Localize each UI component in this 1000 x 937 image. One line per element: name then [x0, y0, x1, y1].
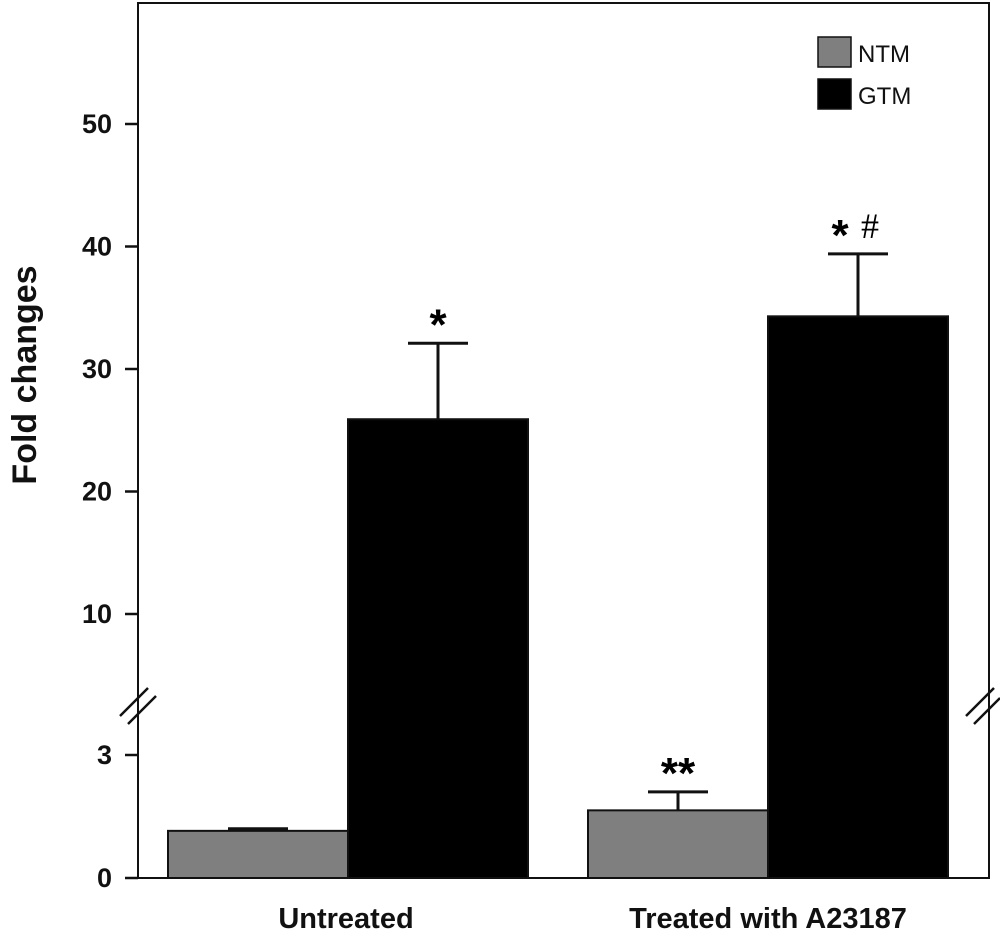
y-tick-label: 20 [82, 477, 112, 507]
y-tick-label: 10 [82, 599, 112, 629]
significance-hash: # [861, 206, 879, 246]
y-axis-ticks: 0 3 10 20 30 40 50 [82, 109, 138, 893]
bar [167, 829, 349, 879]
y-tick-label: 50 [82, 109, 112, 139]
significance-asterisk: * [831, 211, 849, 260]
axis-break-left [119, 687, 157, 725]
y-tick-label: 3 [97, 740, 112, 770]
plot-frame [137, 2, 990, 879]
y-tick-label: 40 [82, 232, 112, 262]
category-label-untreated: Untreated [278, 903, 413, 935]
y-axis-title: Fold changes [6, 265, 44, 484]
bar [587, 809, 769, 879]
legend: NTM GTM [817, 36, 911, 110]
y-tick-label: 30 [82, 354, 112, 384]
legend-swatch-gtm [817, 78, 852, 110]
bar [347, 418, 529, 879]
legend-swatch-ntm [817, 36, 852, 68]
error-bars [228, 252, 888, 831]
legend-label-ntm: NTM [858, 41, 910, 68]
bars [167, 315, 949, 879]
axis-break-right [965, 687, 1000, 725]
bar [767, 315, 949, 879]
y-tick-label: 0 [97, 863, 112, 893]
significance-asterisk: * [429, 300, 447, 349]
significance-marks: **** # [429, 206, 879, 798]
category-label-treated: Treated with A23187 [629, 903, 907, 935]
significance-asterisk: ** [661, 749, 696, 798]
legend-label-gtm: GTM [858, 83, 911, 110]
